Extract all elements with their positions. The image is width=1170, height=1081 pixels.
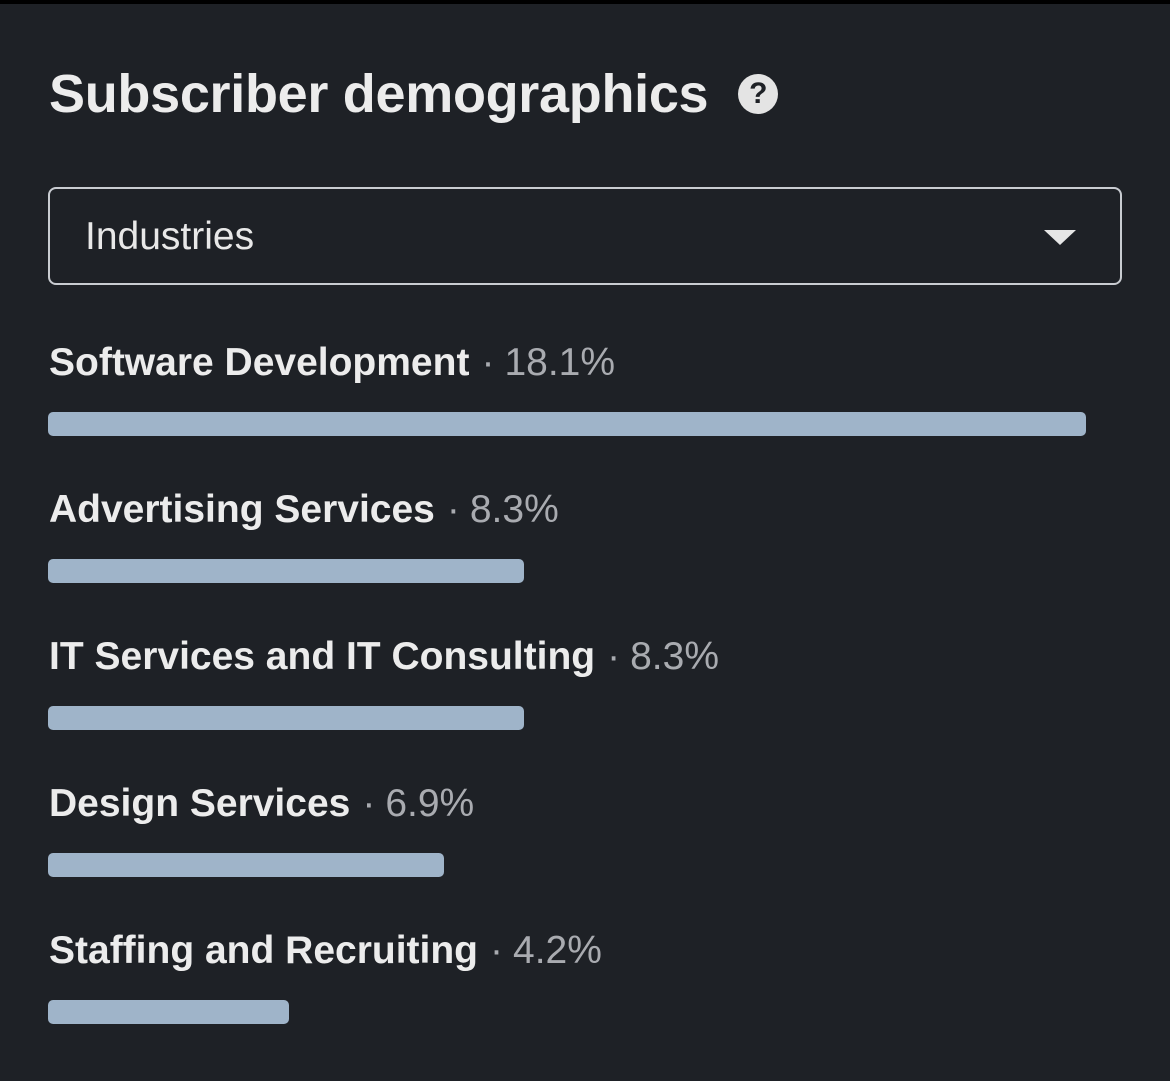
industry-list: Software Development · 18.1% Advertising S… bbox=[48, 334, 1121, 1069]
panel-header: Subscriber demographics ? bbox=[49, 62, 779, 126]
item-name: Advertising Services bbox=[49, 488, 435, 531]
item-name: Software Development bbox=[49, 341, 470, 384]
item-separator: · bbox=[607, 635, 621, 678]
item-label: Design Services · 6.9% bbox=[49, 779, 474, 829]
item-percent: 6.9% bbox=[385, 782, 475, 825]
item-separator: · bbox=[446, 488, 460, 531]
item-name: Staffing and Recruiting bbox=[49, 929, 478, 972]
item-percent: 8.3% bbox=[469, 488, 559, 531]
item-percent: 4.2% bbox=[513, 929, 602, 972]
subscriber-demographics-panel: Subscriber demographics ? Industries Sof… bbox=[0, 4, 1170, 1081]
item-separator: · bbox=[481, 341, 495, 384]
item-separator: · bbox=[490, 929, 503, 972]
chevron-down-icon bbox=[1044, 230, 1076, 245]
item-percent: 8.3% bbox=[630, 635, 720, 678]
list-item: Advertising Services · 8.3% bbox=[48, 481, 1121, 628]
item-label: Software Development · 18.1% bbox=[49, 338, 615, 388]
item-separator: · bbox=[362, 782, 376, 825]
item-label: Staffing and Recruiting · 4.2% bbox=[49, 926, 602, 976]
list-item: IT Services and IT Consulting · 8.3% bbox=[48, 628, 1121, 775]
help-icon[interactable]: ? bbox=[738, 74, 779, 114]
percent-bar bbox=[48, 853, 444, 877]
percent-bar bbox=[48, 559, 524, 583]
list-item: Design Services · 6.9% bbox=[48, 775, 1121, 922]
list-item: Software Development · 18.1% bbox=[48, 334, 1121, 481]
item-percent: 18.1% bbox=[504, 341, 616, 384]
item-name: IT Services and IT Consulting bbox=[49, 635, 596, 678]
list-item: Staffing and Recruiting · 4.2% bbox=[48, 922, 1121, 1069]
item-name: Design Services bbox=[49, 782, 351, 825]
demographic-dropdown[interactable]: Industries bbox=[48, 187, 1122, 285]
item-label: Advertising Services · 8.3% bbox=[49, 485, 559, 535]
item-label: IT Services and IT Consulting · 8.3% bbox=[49, 632, 719, 682]
dropdown-selected-value: Industries bbox=[85, 214, 255, 258]
percent-bar bbox=[48, 412, 1086, 436]
percent-bar bbox=[48, 1000, 289, 1024]
page-title: Subscriber demographics bbox=[49, 64, 709, 124]
percent-bar bbox=[48, 706, 524, 730]
